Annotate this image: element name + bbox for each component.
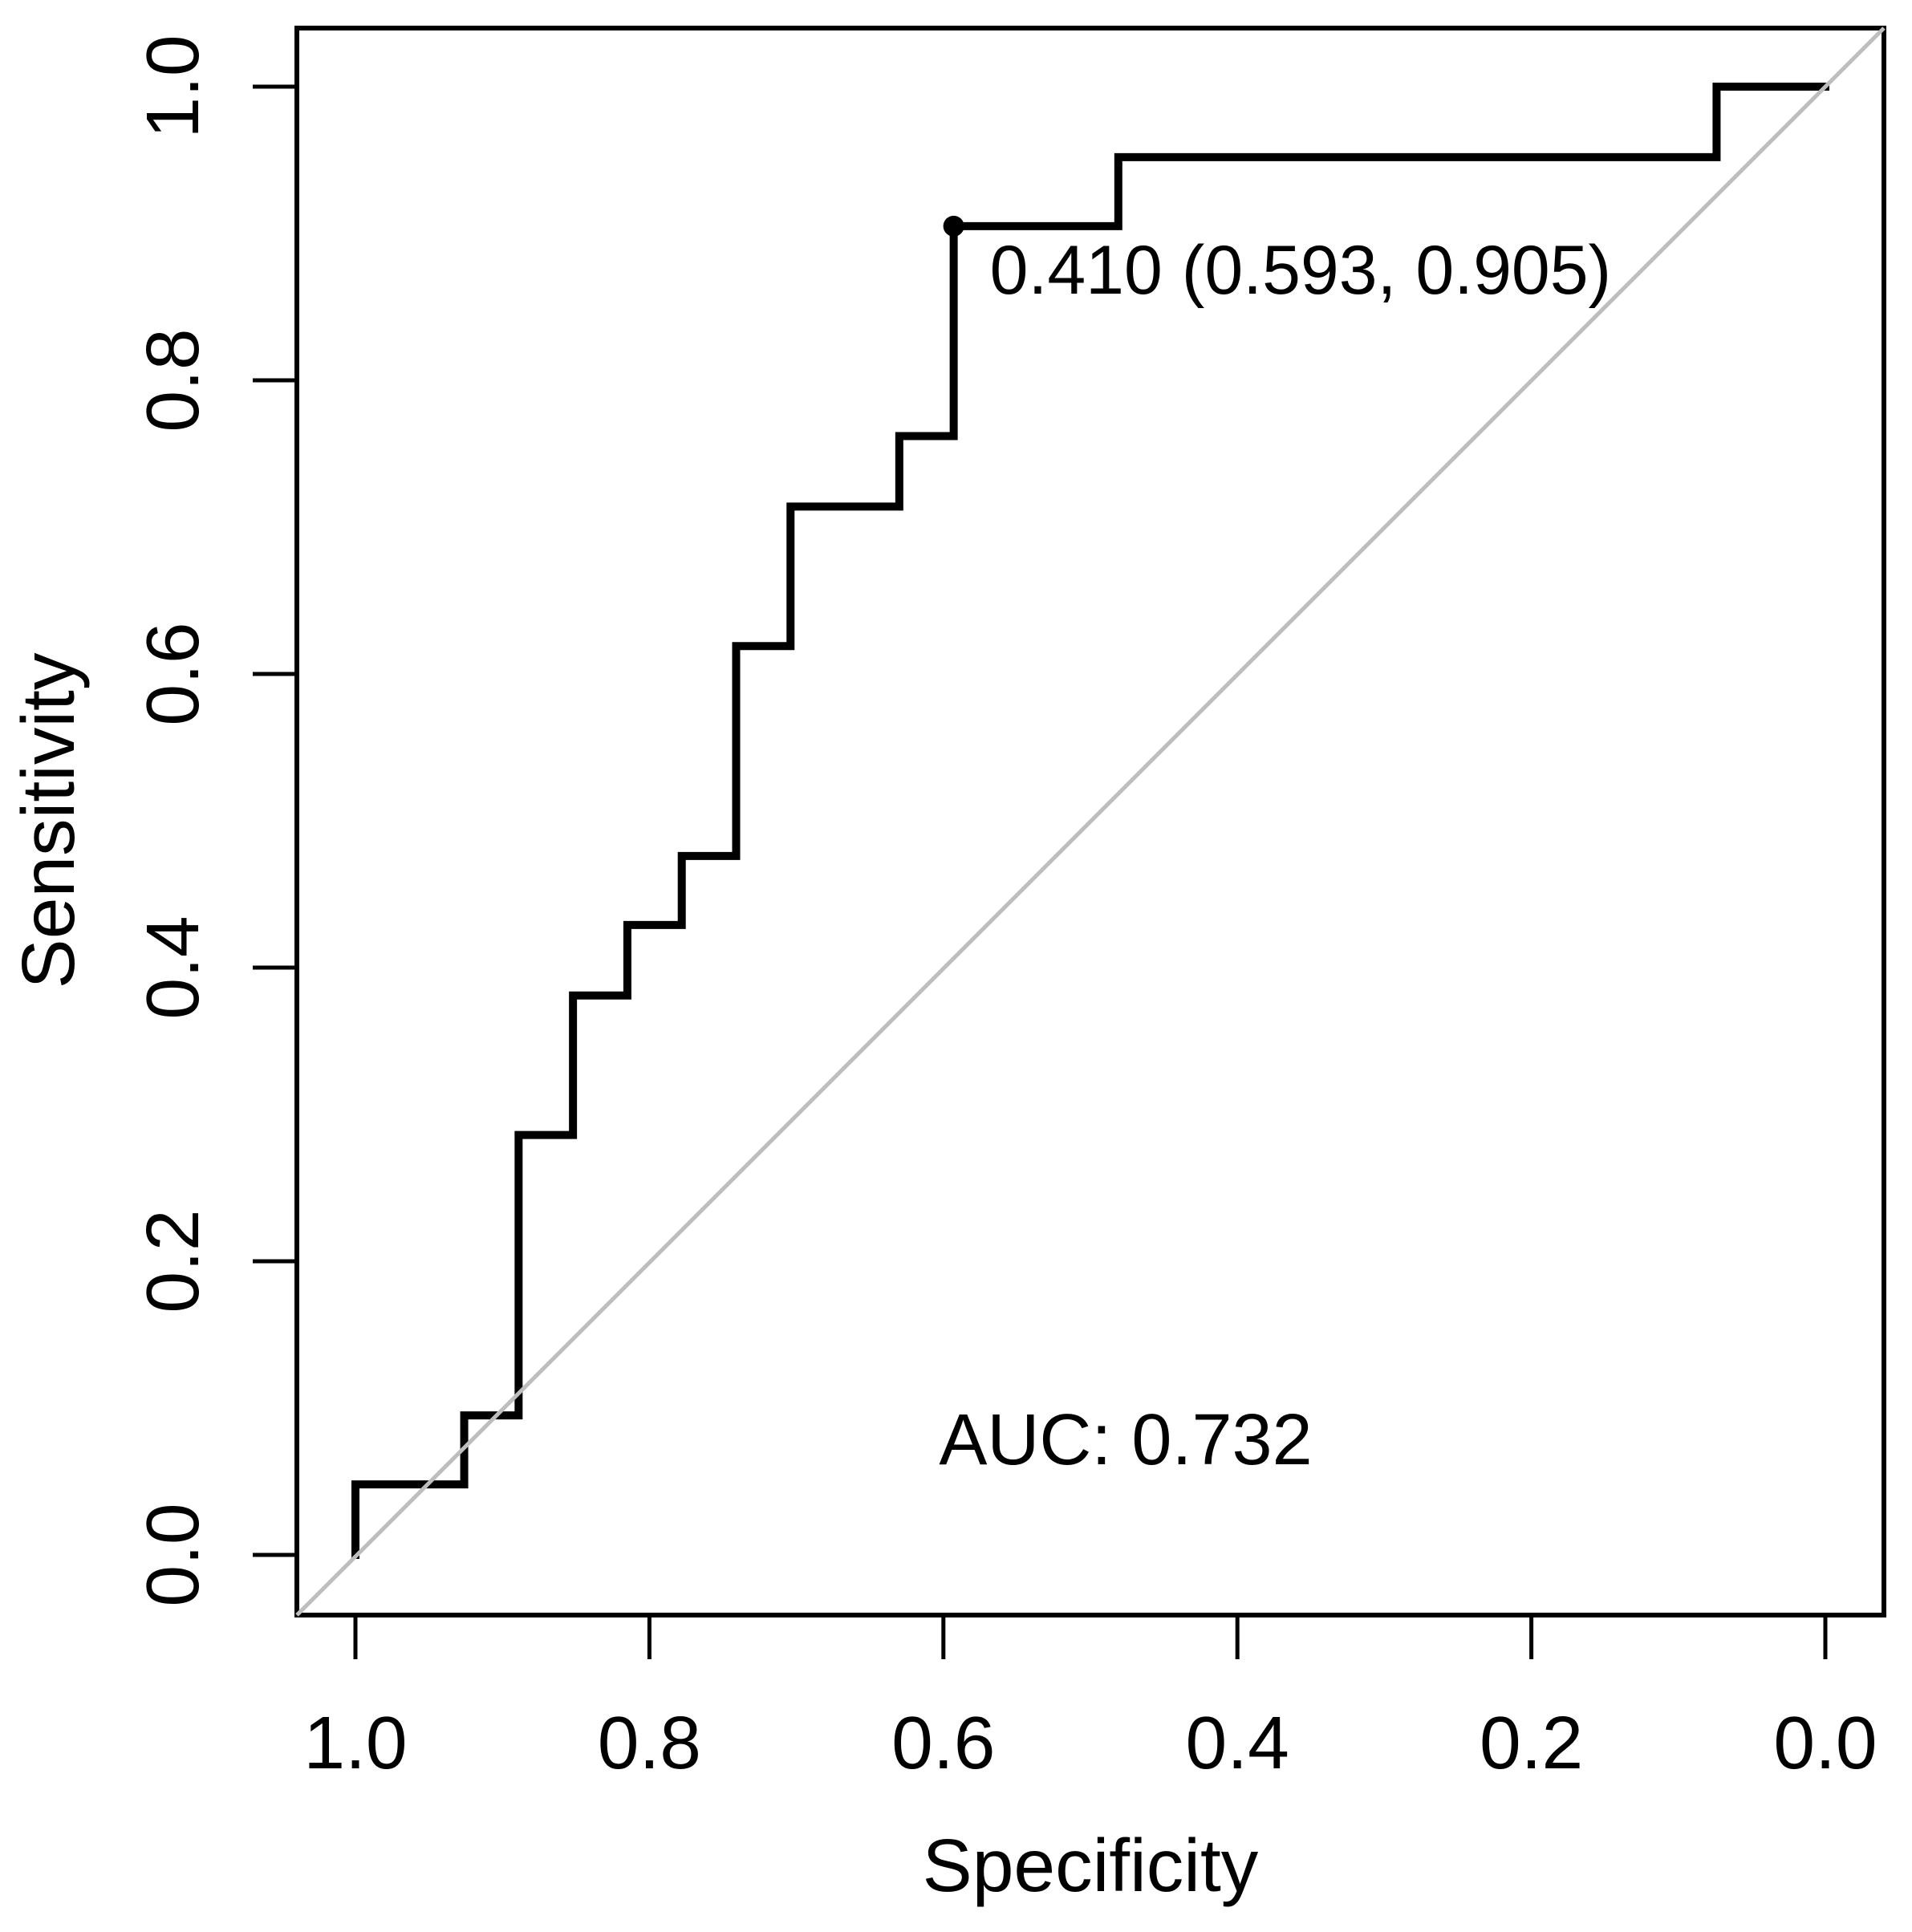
x-tick-label: 0.0: [1773, 1701, 1877, 1784]
axis-ticks: 1.0 0.8 0.6 0.4 0.2 0.0 0.0 0.2 0.4 0.6 0.8 1.0: [131, 34, 1877, 1784]
reference-diagonal-line: [295, 26, 1886, 1617]
y-tick-label: 0.0: [131, 1503, 214, 1606]
plot-box: [294, 26, 1886, 1617]
x-tick-label: 0.8: [598, 1701, 701, 1784]
x-axis-title: Specificity: [923, 1824, 1259, 1907]
y-tick-label: 1.0: [131, 34, 214, 138]
y-tick-label: 0.2: [131, 1209, 214, 1313]
y-tick-label: 0.8: [131, 328, 214, 432]
threshold-point-marker: [943, 215, 964, 237]
x-tick-label: 0.2: [1480, 1701, 1583, 1784]
roc-curve-group: [351, 83, 1829, 1559]
y-axis-title: Sensitivity: [6, 652, 90, 988]
x-tick-label: 1.0: [303, 1701, 407, 1784]
roc-curve-line: [351, 83, 1829, 1559]
x-tick-label: 0.6: [891, 1701, 995, 1784]
y-tick-label: 0.6: [131, 622, 214, 725]
auc-value-label: AUC: 0.732: [939, 1400, 1312, 1480]
threshold-annotation: 0.410 (0.593, 0.905): [990, 232, 1612, 309]
x-tick-label: 0.4: [1186, 1701, 1289, 1784]
y-tick-label: 0.4: [131, 915, 214, 1019]
